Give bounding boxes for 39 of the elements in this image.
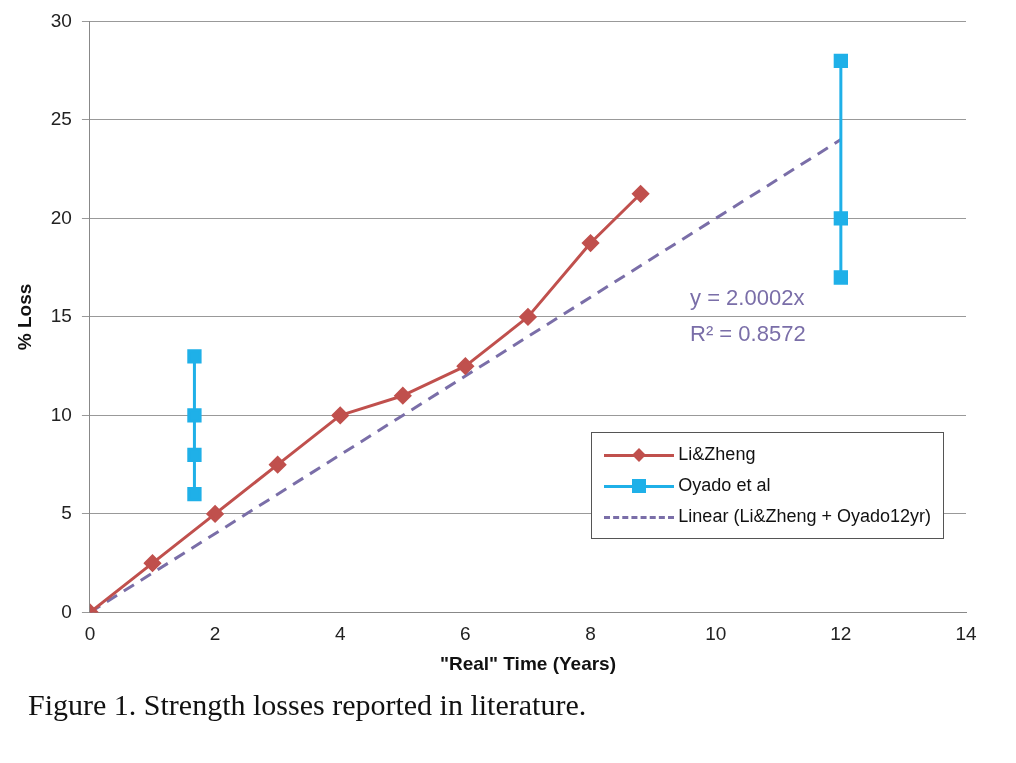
x-tick-label: 2 — [209, 623, 221, 645]
annotation: y = 2.0002x — [690, 285, 805, 311]
x-tick-label: 12 — [830, 623, 852, 645]
y-tick-label: 10 — [50, 403, 72, 425]
legend-label: Oyado et al — [678, 475, 771, 496]
legend-label: Li&Zheng — [678, 444, 756, 465]
point — [456, 357, 474, 375]
point — [269, 456, 287, 474]
y-axis-title: % Loss — [13, 283, 35, 351]
point — [394, 387, 412, 405]
x-tick-label: 4 — [334, 623, 346, 645]
point — [833, 211, 849, 226]
annotation: R² = 0.8572 — [690, 321, 806, 347]
x-tick-label: 10 — [705, 623, 727, 645]
y-tick-label: 15 — [50, 305, 72, 327]
y-tick-label: 5 — [61, 502, 72, 524]
point — [833, 270, 849, 285]
point — [331, 406, 349, 424]
x-axis-title: "Real" Time (Years) — [439, 652, 617, 674]
point — [187, 349, 202, 364]
y-tick-label: 20 — [50, 206, 72, 228]
y-tick-label: 0 — [61, 600, 72, 622]
x-tick-label: 6 — [460, 623, 471, 645]
point — [206, 505, 224, 523]
caption: Figure 1. Strength losses reported in literature. — [28, 688, 587, 722]
point — [187, 447, 202, 462]
point — [582, 234, 600, 252]
point — [833, 53, 849, 68]
point — [519, 308, 537, 326]
point — [632, 185, 650, 203]
x-tick-label: 8 — [585, 623, 596, 645]
legend-label: Linear (Li&Zheng + Oyado12yr) — [678, 506, 931, 527]
y-tick-label: 25 — [50, 108, 72, 130]
x-tick-label: 0 — [84, 623, 96, 645]
y-tick-label: 30 — [50, 9, 72, 31]
point — [187, 408, 202, 423]
point — [187, 487, 202, 502]
x-tick-label: 14 — [955, 623, 977, 645]
point — [144, 554, 162, 572]
